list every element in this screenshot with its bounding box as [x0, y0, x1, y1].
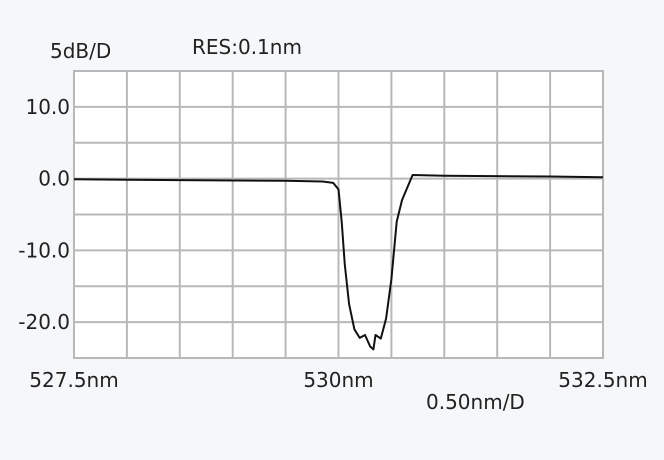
- resolution-label: RES:0.1nm: [192, 35, 302, 59]
- y-tick-label: 0.0: [38, 167, 70, 191]
- x-scale-label: 0.50nm/D: [426, 390, 525, 414]
- gridlines: [74, 71, 603, 358]
- y-scale-label: 5dB/D: [50, 39, 111, 63]
- x-tick-labels: 527.5nm 530nm 532.5nm: [29, 368, 647, 392]
- y-tick-label: -20.0: [18, 310, 70, 334]
- plot-frame: [73, 70, 604, 359]
- y-tick-label: -10.0: [18, 238, 70, 262]
- x-tick-label: 527.5nm: [29, 368, 118, 392]
- y-tick-label: 10.0: [25, 95, 70, 119]
- x-tick-label: 532.5nm: [558, 368, 647, 392]
- spectrum-trace: [73, 174, 604, 351]
- series-layer: [73, 174, 604, 351]
- x-tick-label: 530nm: [303, 368, 373, 392]
- y-tick-labels: 10.0 0.0 -10.0 -20.0: [18, 95, 70, 334]
